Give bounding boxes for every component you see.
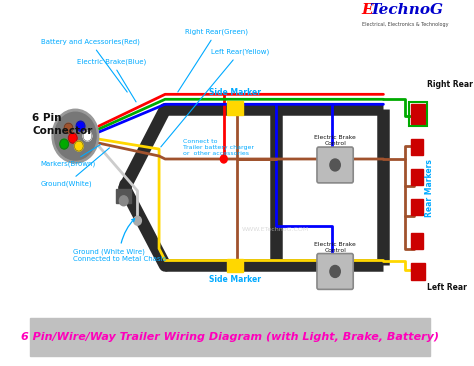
Circle shape <box>64 123 73 133</box>
Text: Electric Brake
Control: Electric Brake Control <box>314 135 356 146</box>
Text: Ground (White Wire)
Connected to Metal Chasis: Ground (White Wire) Connected to Metal C… <box>73 219 166 262</box>
Text: Right Rear(Green): Right Rear(Green) <box>178 29 248 92</box>
Text: Connect to
Trailer battery charger
or  other accessories: Connect to Trailer battery charger or ot… <box>183 139 254 156</box>
Text: Rear Markers: Rear Markers <box>425 159 434 217</box>
Text: Side Marker: Side Marker <box>209 88 261 97</box>
Circle shape <box>60 139 68 149</box>
Circle shape <box>76 121 85 131</box>
Circle shape <box>64 123 73 133</box>
Circle shape <box>83 131 92 141</box>
Text: E: E <box>362 3 374 17</box>
Text: Ground(White): Ground(White) <box>41 148 109 187</box>
Circle shape <box>68 133 77 143</box>
Circle shape <box>220 155 227 163</box>
Circle shape <box>68 133 77 143</box>
Bar <box>411 104 425 124</box>
FancyBboxPatch shape <box>317 147 353 183</box>
Text: Left Rear: Left Rear <box>428 283 467 292</box>
Text: Side Marker: Side Marker <box>209 276 261 284</box>
Bar <box>116 189 131 203</box>
Text: 6 Pin/Wire/Way Trailer Wiring Diagram (with Light, Brake, Battery): 6 Pin/Wire/Way Trailer Wiring Diagram (w… <box>21 332 439 342</box>
Circle shape <box>330 265 340 277</box>
Circle shape <box>134 216 141 225</box>
Circle shape <box>74 141 83 151</box>
Bar <box>411 262 425 280</box>
Bar <box>411 169 423 185</box>
Bar <box>30 318 430 356</box>
Circle shape <box>60 139 68 149</box>
Bar <box>227 258 243 272</box>
Bar <box>411 139 423 155</box>
Text: WWW.ETechnoG.COM: WWW.ETechnoG.COM <box>242 227 309 232</box>
Circle shape <box>55 112 96 160</box>
Bar <box>411 199 423 215</box>
Text: Battery and Acessories(Red): Battery and Acessories(Red) <box>41 38 140 92</box>
Circle shape <box>83 131 92 141</box>
Text: Right Rear: Right Rear <box>428 80 474 89</box>
Text: Electric Brake
Control: Electric Brake Control <box>314 242 356 253</box>
Text: 6 Pin
Connector: 6 Pin Connector <box>32 113 92 136</box>
Bar <box>411 233 423 249</box>
Text: Electrical, Electronics & Technology: Electrical, Electronics & Technology <box>362 22 448 27</box>
Text: Markers(Brown): Markers(Brown) <box>41 145 100 168</box>
Text: TechnoG: TechnoG <box>370 3 444 17</box>
Bar <box>410 102 427 126</box>
Circle shape <box>52 109 99 163</box>
Bar <box>227 101 243 115</box>
Text: Left Rear(Yellow): Left Rear(Yellow) <box>161 49 269 147</box>
Text: Electric Brake(Blue): Electric Brake(Blue) <box>77 59 146 102</box>
Circle shape <box>119 196 128 206</box>
Circle shape <box>76 121 85 131</box>
FancyBboxPatch shape <box>317 254 353 290</box>
Circle shape <box>74 141 83 151</box>
Circle shape <box>330 159 340 171</box>
